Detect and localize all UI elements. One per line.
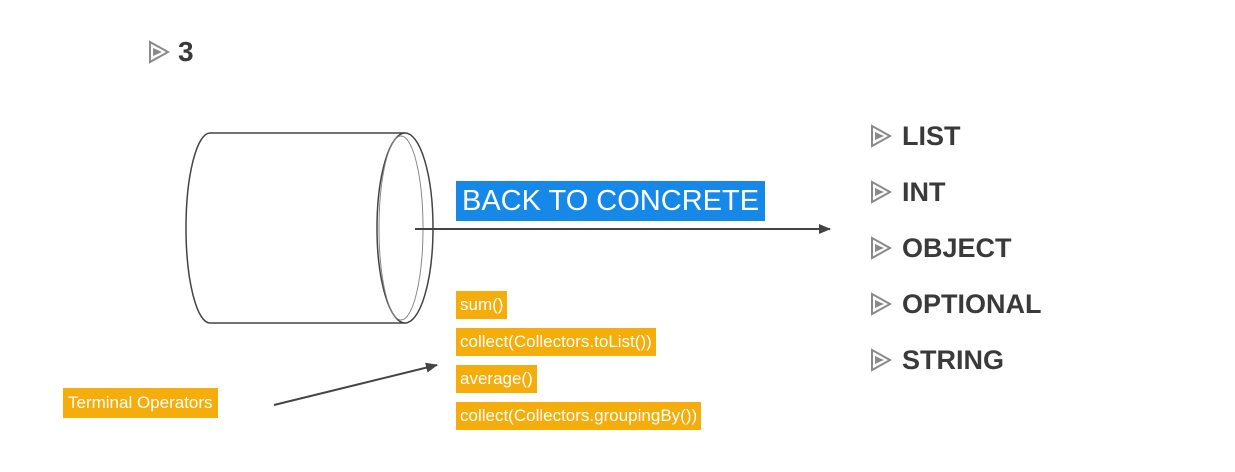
- operator-item: sum(): [456, 291, 701, 328]
- triangle-bullet-icon: [149, 40, 170, 64]
- operator-item: collect(Collectors.groupingBy()): [456, 402, 702, 439]
- result-type-label: LIST: [902, 120, 961, 151]
- triangle-bullet-icon: [871, 236, 892, 260]
- result-type-item: INT: [870, 164, 1042, 220]
- terminal-operator-list: sum() collect(Collectors.toList()) avera…: [456, 291, 702, 439]
- result-type-item: OBJECT: [870, 220, 1042, 276]
- result-type-item: STRING: [870, 332, 1042, 388]
- back-to-concrete-banner: BACK TO CONCRETE: [456, 181, 766, 221]
- operator-collect-groupingby: collect(Collectors.groupingBy()): [456, 402, 702, 430]
- terminal-arrow: [273, 362, 438, 406]
- result-type-label: STRING: [902, 344, 1005, 375]
- operator-collect-tolist: collect(Collectors.toList()): [456, 328, 656, 356]
- stream-cylinder: [185, 132, 434, 324]
- triangle-bullet-icon: [871, 124, 892, 148]
- result-type-label: INT: [902, 176, 946, 207]
- triangle-bullet-icon: [871, 292, 892, 316]
- result-type-item: OPTIONAL: [870, 276, 1042, 332]
- triangle-bullet-icon: [871, 348, 892, 372]
- result-type-label: OPTIONAL: [902, 288, 1042, 319]
- triangle-bullet-icon: [871, 180, 892, 204]
- operator-item: collect(Collectors.toList()): [456, 328, 701, 365]
- result-type-list: LIST INT OBJECT OPTIONAL STRING: [870, 108, 1042, 388]
- step-heading: 3: [148, 38, 194, 66]
- result-type-item: LIST: [870, 108, 1042, 164]
- terminal-operators-label: Terminal Operators: [63, 388, 218, 418]
- cylinder-body: [185, 132, 405, 324]
- operator-average: average(): [456, 365, 537, 393]
- operator-sum: sum(): [456, 291, 508, 319]
- result-type-label: OBJECT: [902, 232, 1012, 263]
- step-number: 3: [178, 36, 194, 67]
- operator-item: average(): [456, 365, 701, 402]
